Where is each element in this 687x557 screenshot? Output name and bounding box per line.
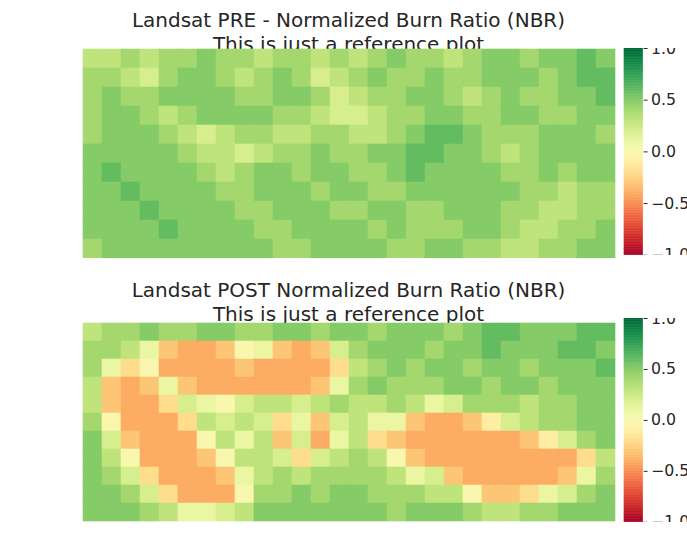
svg-text:0.5: 0.5 xyxy=(651,359,676,378)
svg-text:−1.0: −1.0 xyxy=(651,245,687,254)
html-text:Landsat PRE - Normalized Burn: Landsat PRE - Normalized Burn Ratio (NBR… xyxy=(131,8,566,32)
svg-text:0.5: 0.5 xyxy=(651,90,676,109)
svg-text:1.0: 1.0 xyxy=(651,48,676,58)
svg-text:−0.5: −0.5 xyxy=(651,461,687,480)
svg-text:0.0: 0.0 xyxy=(651,410,676,429)
html-text:Landsat POST Normalized Burn R: Landsat POST Normalized Burn Ratio (NBR) xyxy=(131,278,566,302)
html-text:This is just a reference plot: This is just a reference plot xyxy=(212,302,485,326)
svg-text:1.0: 1.0 xyxy=(651,318,676,328)
svg-text:0.0: 0.0 xyxy=(651,142,676,161)
svg-text:−0.5: −0.5 xyxy=(651,194,687,213)
html-text:This is just a reference plot: This is just a reference plot xyxy=(212,32,485,56)
svg-text:−1.0: −1.0 xyxy=(651,512,687,521)
